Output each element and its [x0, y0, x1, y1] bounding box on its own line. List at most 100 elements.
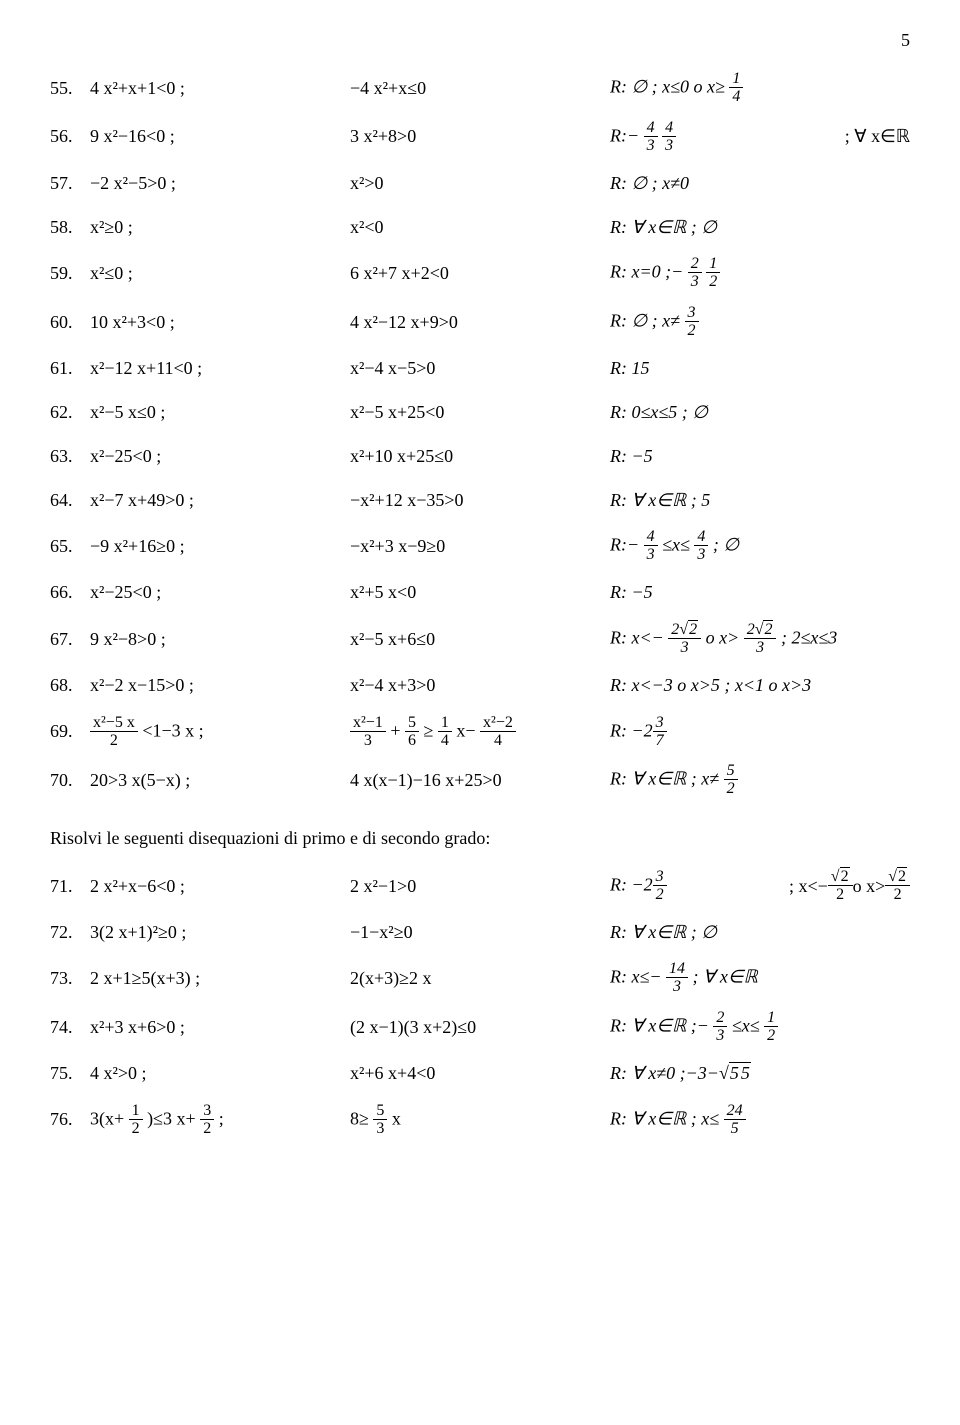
expression-1: 9 x²−16<0 ; — [90, 126, 350, 147]
expression-2: −x²+12 x−35>0 — [350, 490, 610, 511]
exercise-number: 75. — [50, 1063, 90, 1084]
result: R: 15 — [610, 358, 910, 379]
exercise-row: 56.9 x²−16<0 ;3 x²+8>0R:− 43 43 ; ∀ x∈ℝ — [50, 120, 910, 155]
expression-1: 3(2 x+1)²≥0 ; — [90, 922, 350, 943]
expression-1: 2 x+1≥5(x+3) ; — [90, 968, 350, 989]
expression-2: −1−x²≥0 — [350, 922, 610, 943]
exercise-row: 55.4 x²+x+1<0 ;−4 x²+x≤0R: ∅ ; x≤0 o x≥ … — [50, 71, 910, 106]
exercise-number: 63. — [50, 446, 90, 467]
expression-2: 6 x²+7 x+2<0 — [350, 263, 610, 284]
result: R: x≤− 143 ; ∀ x∈ℝ — [610, 961, 910, 996]
expression-2: 2 x²−1>0 — [350, 876, 610, 897]
expression-2: x²−5 x+25<0 — [350, 402, 610, 423]
exercise-row: 74.x²+3 x+6>0 ;(2 x−1)(3 x+2)≤0R: ∀ x∈ℝ … — [50, 1010, 910, 1045]
exercise-number: 65. — [50, 536, 90, 557]
exercise-number: 71. — [50, 876, 90, 897]
expression-2: x²−5 x+6≤0 — [350, 629, 610, 650]
result: R: −237 — [610, 715, 910, 750]
expression-1: 4 x²+x+1<0 ; — [90, 78, 350, 99]
expression-1: x²−25<0 ; — [90, 446, 350, 467]
exercise-row: 58.x²≥0 ;x²<0R: ∀ x∈ℝ ; ∅ — [50, 212, 910, 242]
exercise-number: 60. — [50, 312, 90, 333]
result: R: ∅ ; x≤0 o x≥ 14 — [610, 71, 910, 106]
expression-2: x²+5 x<0 — [350, 582, 610, 603]
exercise-row: 65.−9 x²+16≥0 ;−x²+3 x−9≥0R:− 43 ≤x≤ 43 … — [50, 529, 910, 564]
exercise-number: 61. — [50, 358, 90, 379]
expression-2: (2 x−1)(3 x+2)≤0 — [350, 1017, 610, 1038]
result: R: −5 — [610, 446, 910, 467]
exercise-row: 64.x²−7 x+49>0 ;−x²+12 x−35>0R: ∀ x∈ℝ ; … — [50, 485, 910, 515]
expression-1: x²−12 x+11<0 ; — [90, 358, 350, 379]
exercise-row: 61.x²−12 x+11<0 ;x²−4 x−5>0R: 15 — [50, 353, 910, 383]
exercise-number: 70. — [50, 770, 90, 791]
exercise-number: 59. — [50, 263, 90, 284]
expression-2: 8≥ 53 x — [350, 1103, 610, 1138]
expression-1: 4 x²>0 ; — [90, 1063, 350, 1084]
expression-1: x²≥0 ; — [90, 217, 350, 238]
result: R: x<−3 o x>5 ; x<1 o x>3 — [610, 675, 910, 696]
result: R: ∀ x∈ℝ ; 5 — [610, 490, 910, 511]
exercise-row: 73.2 x+1≥5(x+3) ;2(x+3)≥2 xR: x≤− 143 ; … — [50, 961, 910, 996]
exercise-row: 57.−2 x²−5>0 ;x²>0R: ∅ ; x≠0 — [50, 168, 910, 198]
exercise-number: 55. — [50, 78, 90, 99]
exercise-row: 59.x²≤0 ;6 x²+7 x+2<0R: x=0 ;− 23 12 — [50, 256, 910, 291]
exercise-number: 62. — [50, 402, 90, 423]
expression-1: 10 x²+3<0 ; — [90, 312, 350, 333]
expression-2: 3 x²+8>0 — [350, 126, 610, 147]
exercise-row: 71.2 x²+x−6<0 ;2 x²−1>0R: −232 ; x<− √22… — [50, 869, 910, 904]
exercise-number: 73. — [50, 968, 90, 989]
exercise-number: 56. — [50, 126, 90, 147]
exercise-row: 75.4 x²>0 ;x²+6 x+4<0R: ∀ x≠0 ;−3−√55 — [50, 1059, 910, 1089]
expression-1: x²−5 x≤0 ; — [90, 402, 350, 423]
result: R: ∅ ; x≠0 — [610, 173, 910, 194]
exercise-number: 58. — [50, 217, 90, 238]
result: R:− 43 43 — [610, 120, 845, 155]
expression-1: x²−25<0 ; — [90, 582, 350, 603]
expression-1: −9 x²+16≥0 ; — [90, 536, 350, 557]
expression-2: x²−4 x−5>0 — [350, 358, 610, 379]
expression-2: x²+6 x+4<0 — [350, 1063, 610, 1084]
exercise-row: 70.20>3 x(5−x) ;4 x(x−1)−16 x+25>0R: ∀ x… — [50, 763, 910, 798]
result: R: ∀ x∈ℝ ; x≤ 245 — [610, 1103, 910, 1138]
expression-1: x²+3 x+6>0 ; — [90, 1017, 350, 1038]
page-number: 5 — [50, 30, 910, 51]
expression-2: x²>0 — [350, 173, 610, 194]
exercise-row: 62.x²−5 x≤0 ;x²−5 x+25<0R: 0≤x≤5 ; ∅ — [50, 397, 910, 427]
expression-2: 4 x(x−1)−16 x+25>0 — [350, 770, 610, 791]
expression-2: x²−13 + 56 ≥ 14 x− x²−24 — [350, 715, 610, 750]
result: R: x=0 ;− 23 12 — [610, 256, 910, 291]
expression-1: x²−5 x2 <1−3 x ; — [90, 715, 350, 750]
exercise-number: 72. — [50, 922, 90, 943]
expression-2: −x²+3 x−9≥0 — [350, 536, 610, 557]
result: R: ∀ x∈ℝ ;− 23 ≤x≤ 12 — [610, 1010, 910, 1045]
exercise-number: 64. — [50, 490, 90, 511]
result: R: −5 — [610, 582, 910, 603]
exercise-row: 72.3(2 x+1)²≥0 ;−1−x²≥0R: ∀ x∈ℝ ; ∅ — [50, 917, 910, 947]
exercise-number: 66. — [50, 582, 90, 603]
expression-2: x²<0 — [350, 217, 610, 238]
result: R: 0≤x≤5 ; ∅ — [610, 402, 910, 423]
result: R: x<− 2√23 o x> 2√23 ; 2≤x≤3 — [610, 622, 910, 657]
result: R: ∀ x∈ℝ ; ∅ — [610, 922, 910, 943]
exercise-row: 76.3(x+ 12 )≤3 x+ 32 ;8≥ 53 xR: ∀ x∈ℝ ; … — [50, 1103, 910, 1138]
expression-1: −2 x²−5>0 ; — [90, 173, 350, 194]
expression-2: −4 x²+x≤0 — [350, 78, 610, 99]
result: R: ∀ x∈ℝ ; ∅ — [610, 217, 910, 238]
exercise-number: 69. — [50, 721, 90, 742]
exercise-row: 67.9 x²−8>0 ;x²−5 x+6≤0R: x<− 2√23 o x> … — [50, 622, 910, 657]
result: R: ∅ ; x≠ 32 — [610, 305, 910, 340]
expression-1: 9 x²−8>0 ; — [90, 629, 350, 650]
exercise-row: 68.x²−2 x−15>0 ;x²−4 x+3>0R: x<−3 o x>5 … — [50, 671, 910, 701]
result: R:− 43 ≤x≤ 43 ; ∅ — [610, 529, 910, 564]
expression-2: x²−4 x+3>0 — [350, 675, 610, 696]
result: R: ∀ x∈ℝ ; x≠ 52 — [610, 763, 910, 798]
exercise-row: 66.x²−25<0 ;x²+5 x<0R: −5 — [50, 578, 910, 608]
expression-1: 3(x+ 12 )≤3 x+ 32 ; — [90, 1103, 350, 1138]
exercise-number: 57. — [50, 173, 90, 194]
expression-2: x²+10 x+25≤0 — [350, 446, 610, 467]
result: R: −232 — [610, 869, 789, 904]
expression-1: 20>3 x(5−x) ; — [90, 770, 350, 791]
exercise-number: 76. — [50, 1109, 90, 1130]
exercise-number: 68. — [50, 675, 90, 696]
result: R: ∀ x≠0 ;−3−√55 — [610, 1063, 910, 1084]
